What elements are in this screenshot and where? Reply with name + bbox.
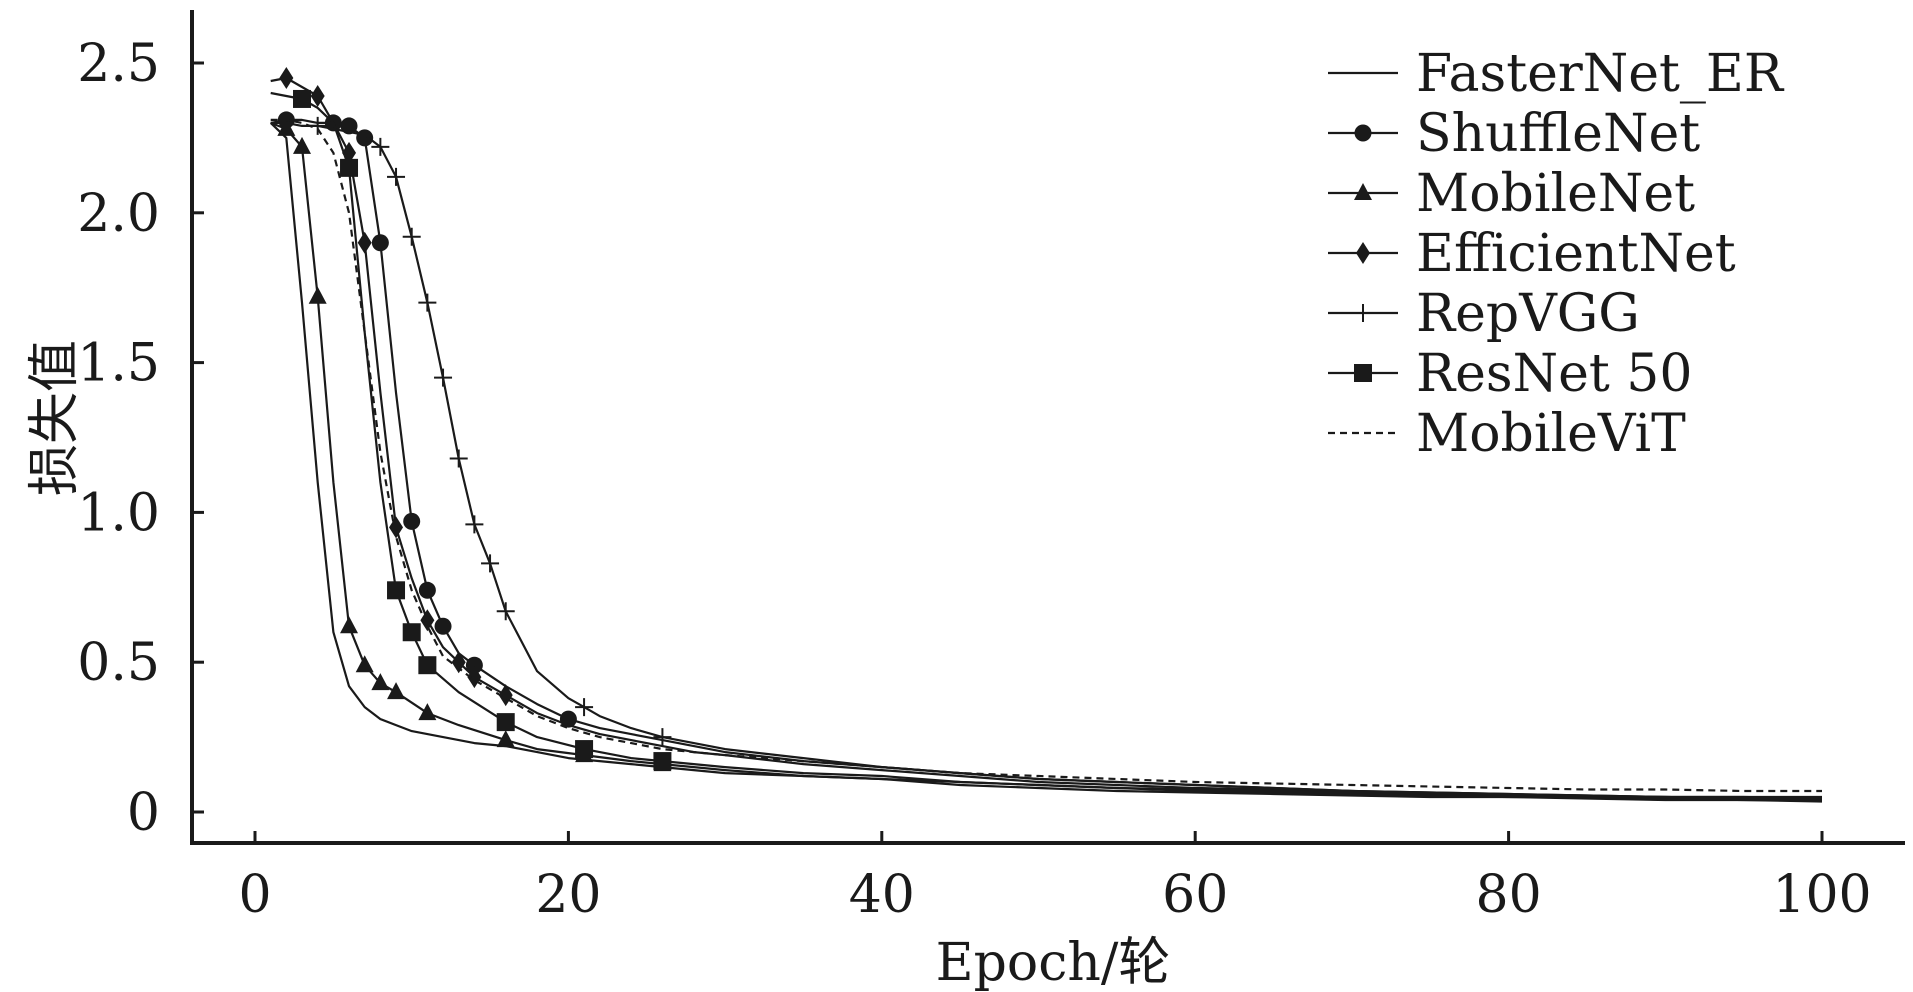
data-point-shufflenet	[356, 129, 374, 147]
data-point-mobilenet	[355, 655, 374, 673]
data-point-shufflenet	[418, 581, 436, 599]
data-point-repvgg	[449, 449, 468, 468]
y-tick-label: 1.0	[77, 483, 160, 543]
series-line-mobilevit	[270, 118, 1822, 793]
series-line-fasternet-er	[269, 122, 1823, 803]
legend-label-mobilevit: MobileViT	[1416, 404, 1686, 464]
x-ticks: 0 20 40 60 80 100	[238, 831, 1872, 925]
data-point-mobilenet	[277, 118, 296, 136]
data-point-mobilenet	[308, 286, 327, 304]
legend-label-mobilenet: MobileNet	[1416, 164, 1695, 224]
y-tick-label: 0	[127, 783, 160, 843]
data-point-mobilenet	[340, 616, 359, 634]
data-point-mobilenet	[293, 136, 312, 154]
series-layer	[269, 66, 1823, 803]
data-point-efficientnet	[389, 516, 404, 539]
x-axis-title: Epoch/轮	[936, 933, 1171, 992]
y-tick-label: 1.5	[77, 334, 160, 394]
data-point-efficientnet	[451, 651, 466, 674]
data-point-repvgg	[387, 167, 406, 186]
data-point-shufflenet	[371, 234, 389, 252]
y-ticks: 0 0.5 1.0 1.5 2.0 2.5	[77, 34, 204, 843]
x-tick-label: 20	[535, 865, 601, 925]
series-mobilevit	[270, 118, 1822, 793]
legend-label-fasternet-er: FasterNet_ER	[1416, 44, 1785, 104]
data-point-shufflenet	[434, 617, 452, 635]
data-point-repvgg	[575, 698, 594, 717]
x-tick-label: 100	[1772, 865, 1871, 925]
y-tick-label: 2.5	[77, 34, 160, 94]
data-point-efficientnet	[420, 609, 435, 632]
data-point-repvgg	[653, 728, 672, 747]
data-point-mobilenet	[387, 682, 406, 700]
data-point-efficientnet	[279, 66, 294, 89]
data-point-mobilenet	[496, 730, 515, 748]
series-fasternet-er	[269, 122, 1823, 803]
data-point-resnet-50	[575, 740, 594, 759]
data-point-resnet-50	[402, 623, 421, 642]
data-point-efficientnet	[357, 231, 372, 254]
data-point-repvgg	[496, 602, 515, 621]
series-repvgg	[270, 116, 1822, 799]
series-resnet-50	[270, 89, 1822, 800]
legend-marker-mobilenet	[1354, 183, 1372, 200]
legend-marker-efficientnet	[1356, 242, 1370, 264]
legend-label-shufflenet: ShuffleNet	[1416, 104, 1700, 164]
data-point-mobilenet	[418, 703, 437, 721]
data-point-repvgg	[465, 515, 484, 534]
y-tick-label: 0.5	[77, 633, 160, 693]
data-point-repvgg	[481, 554, 500, 573]
legend-label-efficientnet: EfficientNet	[1416, 224, 1736, 284]
x-tick-label: 60	[1162, 865, 1228, 925]
y-tick-label: 2.0	[77, 184, 160, 244]
data-point-repvgg	[418, 293, 437, 312]
data-point-repvgg	[402, 227, 421, 246]
legend-label-repvgg: RepVGG	[1416, 284, 1640, 344]
legend: FasterNet_ERShuffleNetMobileNetEfficient…	[1328, 44, 1785, 464]
legend-marker-shufflenet	[1354, 124, 1372, 142]
data-point-resnet-50	[496, 713, 515, 732]
data-point-resnet-50	[387, 581, 406, 600]
y-axis-title: 损失值	[25, 340, 85, 496]
data-point-shufflenet	[465, 656, 483, 674]
x-tick-label: 0	[238, 865, 271, 925]
x-tick-label: 40	[849, 865, 915, 925]
data-point-repvgg	[371, 137, 390, 156]
data-point-mobilenet	[371, 673, 390, 691]
data-point-resnet-50	[653, 752, 672, 771]
data-point-resnet-50	[340, 158, 359, 177]
data-point-efficientnet	[310, 84, 325, 107]
data-point-resnet-50	[293, 89, 312, 108]
data-point-repvgg	[434, 368, 453, 387]
legend-marker-resnet-50	[1354, 364, 1372, 382]
data-point-shufflenet	[403, 512, 421, 530]
series-line-repvgg	[270, 121, 1822, 799]
legend-label-resnet-50: ResNet 50	[1416, 344, 1692, 404]
x-tick-label: 80	[1476, 865, 1542, 925]
data-point-resnet-50	[418, 656, 437, 675]
legend-marker-repvgg	[1354, 304, 1372, 322]
